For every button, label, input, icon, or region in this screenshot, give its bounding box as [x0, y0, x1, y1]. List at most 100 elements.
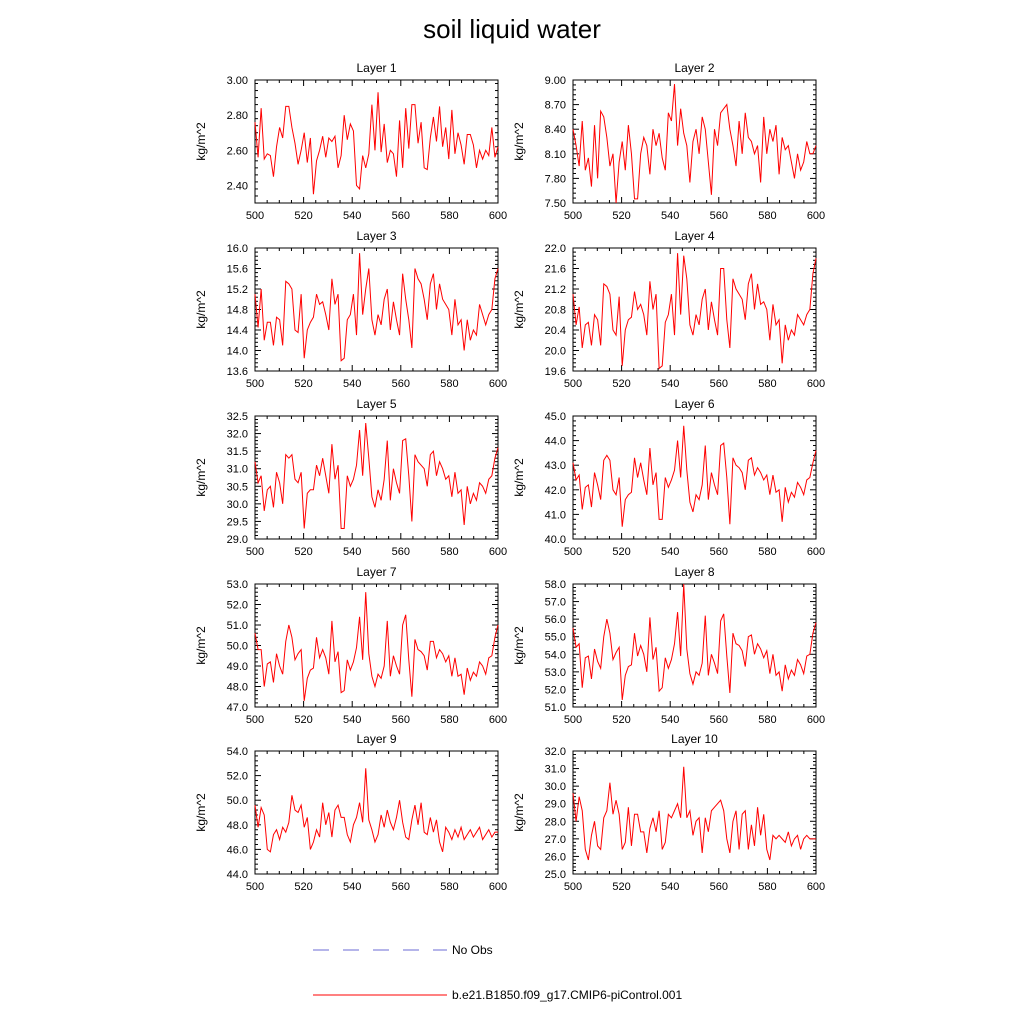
y-tick-label: 47.0 [227, 702, 248, 714]
y-tick-label: 49.0 [227, 661, 248, 673]
x-tick-label: 520 [294, 546, 312, 558]
y-tick-label: 53.0 [545, 667, 566, 679]
panel-layer-6: Layer 6 500 520 540 560 580 600 40.0 41.0 42.0 43.… [512, 397, 825, 558]
y-tick-label: 31.0 [227, 464, 248, 476]
panel-title: Layer 4 [674, 229, 714, 243]
x-tick-label: 600 [807, 378, 825, 390]
y-tick-label: 14.0 [227, 346, 248, 358]
series-line [254, 592, 499, 701]
y-tick-label: 52.0 [227, 771, 248, 783]
x-tick-label: 540 [661, 546, 679, 558]
y-axis-label: kg/m^2 [194, 793, 208, 832]
x-tick-label: 520 [612, 378, 630, 390]
x-tick-label: 500 [564, 881, 582, 893]
y-tick-label: 50.0 [227, 641, 248, 653]
y-tick-label: 44.0 [227, 869, 248, 881]
y-tick-label: 9.00 [545, 75, 566, 87]
y-tick-label: 8.40 [545, 124, 566, 136]
x-tick-label: 560 [392, 210, 410, 222]
plot-frame [254, 583, 499, 708]
plot-frame [254, 79, 499, 204]
x-tick-label: 520 [294, 714, 312, 726]
series-line [572, 425, 817, 527]
y-tick-label: 7.80 [545, 173, 566, 185]
x-tick-label: 540 [661, 378, 679, 390]
y-axis-label: kg/m^2 [512, 793, 526, 832]
x-tick-label: 560 [710, 378, 728, 390]
y-tick-label: 55.0 [545, 632, 566, 644]
series-line [254, 253, 499, 362]
y-tick-label: 29.5 [227, 516, 248, 528]
y-tick-label: 26.0 [545, 851, 566, 863]
y-tick-label: 46.0 [227, 844, 248, 856]
x-tick-label: 500 [246, 546, 264, 558]
y-axis-label: kg/m^2 [194, 458, 208, 497]
y-tick-label: 48.0 [227, 820, 248, 832]
panel-title: Layer 7 [356, 565, 396, 579]
x-tick-label: 560 [710, 714, 728, 726]
x-tick-label: 520 [612, 210, 630, 222]
x-tick-label: 520 [294, 210, 312, 222]
y-tick-label: 20.8 [545, 305, 566, 317]
y-axis-label: kg/m^2 [512, 626, 526, 665]
x-tick-label: 600 [489, 714, 507, 726]
y-axis-label: kg/m^2 [512, 458, 526, 497]
series-line [572, 84, 817, 204]
y-tick-label: 30.0 [545, 781, 566, 793]
x-tick-label: 540 [343, 881, 361, 893]
y-tick-label: 7.50 [545, 198, 566, 210]
x-tick-label: 560 [710, 881, 728, 893]
y-tick-label: 25.0 [545, 869, 566, 881]
x-tick-label: 520 [612, 546, 630, 558]
y-tick-label: 20.4 [545, 325, 566, 337]
x-tick-label: 560 [392, 378, 410, 390]
panel-title: Layer 10 [671, 732, 718, 746]
y-tick-label: 27.0 [545, 834, 566, 846]
y-tick-label: 22.0 [545, 243, 566, 255]
y-tick-label: 19.6 [545, 366, 566, 378]
x-tick-label: 500 [564, 714, 582, 726]
x-tick-label: 540 [661, 881, 679, 893]
x-tick-label: 580 [440, 881, 458, 893]
x-tick-label: 520 [612, 881, 630, 893]
y-tick-label: 21.6 [545, 264, 566, 276]
y-axis-label: kg/m^2 [194, 626, 208, 665]
x-tick-label: 540 [343, 546, 361, 558]
x-tick-label: 580 [440, 378, 458, 390]
y-axis-label: kg/m^2 [512, 122, 526, 161]
y-tick-label: 43.0 [545, 460, 566, 472]
y-tick-label: 44.0 [545, 436, 566, 448]
panel-title: Layer 3 [356, 229, 396, 243]
legend-label-model: b.e21.B1850.f09_g17.CMIP6-piControl.001 [452, 988, 682, 1002]
panel-title: Layer 9 [356, 732, 396, 746]
series-line [254, 92, 499, 195]
x-tick-label: 580 [758, 546, 776, 558]
x-tick-label: 560 [392, 546, 410, 558]
y-tick-label: 14.4 [227, 325, 248, 337]
y-tick-label: 52.0 [227, 600, 248, 612]
panel-title: Layer 8 [674, 565, 714, 579]
y-tick-label: 21.2 [545, 284, 566, 296]
x-tick-label: 600 [489, 210, 507, 222]
y-axis-label: kg/m^2 [512, 290, 526, 329]
panel-title: Layer 6 [674, 397, 714, 411]
y-tick-label: 51.0 [545, 702, 566, 714]
plot-frame [572, 750, 817, 875]
x-tick-label: 500 [246, 714, 264, 726]
x-tick-label: 560 [710, 546, 728, 558]
x-tick-label: 560 [710, 210, 728, 222]
x-tick-label: 520 [294, 881, 312, 893]
y-tick-label: 30.5 [227, 481, 248, 493]
x-tick-label: 500 [246, 210, 264, 222]
y-tick-label: 30.0 [227, 499, 248, 511]
y-tick-label: 14.8 [227, 305, 248, 317]
y-tick-label: 2.80 [227, 110, 248, 122]
x-tick-label: 580 [758, 881, 776, 893]
y-tick-label: 45.0 [545, 411, 566, 423]
x-tick-label: 560 [392, 714, 410, 726]
y-tick-label: 3.00 [227, 75, 248, 87]
y-tick-label: 32.5 [227, 411, 248, 423]
panel-layer-1: Layer 1 500 520 540 560 580 600 2.40 2.60 2.80 3.0… [194, 61, 507, 222]
